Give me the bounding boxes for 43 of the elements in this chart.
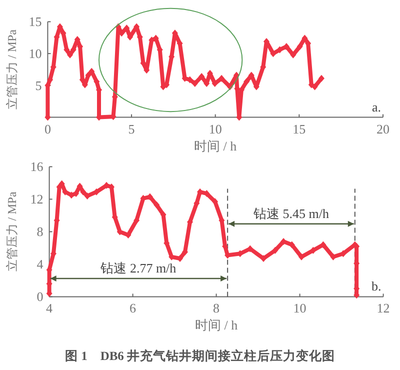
point — [320, 241, 326, 248]
y-tick-label: 0 — [36, 289, 44, 304]
point — [298, 253, 304, 260]
point — [330, 253, 336, 260]
y-tick-label: 4 — [36, 256, 44, 272]
point — [272, 246, 278, 254]
y-tick-label: 10 — [28, 46, 42, 62]
x-tick-label: 5 — [128, 121, 135, 136]
point — [73, 190, 80, 198]
y-tick-label: 15 — [28, 14, 42, 30]
x-tick-label: 10 — [208, 121, 222, 136]
point — [247, 245, 254, 252]
y-axis-title: 立管压力 / MPa — [5, 191, 19, 272]
point — [280, 238, 287, 245]
point — [125, 231, 132, 238]
x-tick-label: 6 — [130, 300, 137, 316]
x-tick-label: 20 — [376, 121, 390, 136]
annotation: a. — [372, 99, 381, 114]
caption: 图 1 DB6 井充气钻井期间接立柱后压力变化图 — [64, 348, 336, 363]
x-tick-label: 10 — [293, 300, 306, 316]
point — [68, 192, 74, 199]
y-tick-label: 16 — [30, 159, 44, 174]
annotation: b. — [372, 278, 382, 294]
y-tick-label: 12 — [30, 192, 44, 207]
x-axis-title: 时间 / h — [194, 318, 238, 333]
annotation: 钻速 2.77 m/h — [100, 260, 177, 276]
point — [340, 250, 346, 258]
x-tick-label: 4 — [46, 300, 54, 316]
x-tick-label: 15 — [292, 121, 306, 136]
point — [93, 188, 100, 196]
x-tick-label: 12 — [376, 300, 390, 316]
x-tick-label: 8 — [213, 300, 220, 316]
point — [154, 201, 160, 208]
point — [310, 246, 316, 254]
point — [80, 188, 86, 196]
point — [260, 255, 266, 262]
annotation: 钻速 5.45 m/h — [252, 206, 330, 221]
y-tick-label: 5 — [35, 78, 42, 93]
y-axis-title: 立管压力 / MPa — [5, 28, 19, 110]
y-tick-label: 8 — [36, 224, 44, 240]
point — [104, 182, 110, 189]
point — [84, 192, 90, 200]
x-axis-title: 时间 / h — [194, 138, 238, 154]
